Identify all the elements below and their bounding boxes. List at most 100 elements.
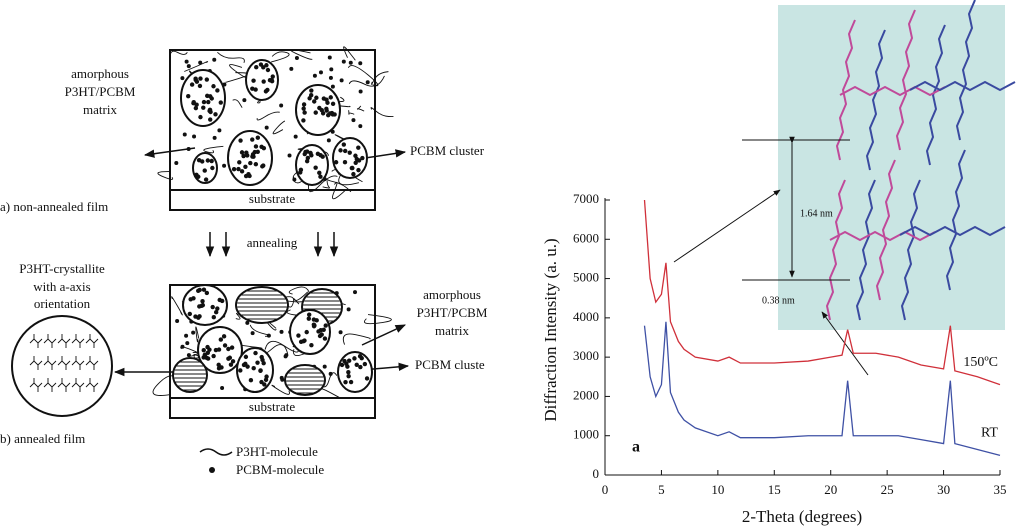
pcbm-dot <box>248 160 253 166</box>
pcbm-dot <box>293 134 298 139</box>
pcbm-dot <box>213 347 219 353</box>
pcbm-dot <box>301 338 306 344</box>
pcbm-dot <box>358 124 363 129</box>
arrow <box>364 149 407 159</box>
inset-label: 0.38 nm <box>762 295 795 306</box>
molecule <box>855 179 876 321</box>
y-tick-label: 5000 <box>573 270 599 285</box>
matrix-label: matrix <box>83 102 117 117</box>
matrix-label: amorphous <box>423 287 481 302</box>
pcbm-dot <box>251 78 256 83</box>
polymer-chain <box>322 180 330 189</box>
pcbm-dot <box>213 309 219 315</box>
crystallite-zoom <box>11 315 113 417</box>
pcbm-dot <box>292 177 297 182</box>
pcbm-dot <box>217 128 222 133</box>
legend-dot <box>209 467 215 473</box>
pcbm-dot <box>238 138 243 143</box>
pcbm-dot <box>318 174 323 179</box>
matrix-label: amorphous <box>71 66 129 81</box>
pcbm-dot <box>332 112 337 117</box>
pcbm-dot <box>208 117 213 122</box>
pcbm-dot <box>231 167 237 172</box>
pcbm-dot <box>356 145 361 150</box>
pcbm-dot <box>311 324 317 329</box>
pcbm-dot <box>343 148 348 154</box>
pcbm-dot <box>263 89 269 94</box>
pcbm-dot <box>174 160 179 165</box>
pcbm-dot <box>294 56 299 61</box>
series-label: 150ºC <box>963 355 998 370</box>
y-tick-label: 3000 <box>573 348 599 363</box>
crystal-chain <box>57 334 71 348</box>
polymer-chain <box>203 145 224 154</box>
pcbm-dot <box>203 177 209 182</box>
chart: 1.64 nm 0.38 nm Diffraction Intensity (a… <box>541 0 1016 526</box>
pcbm-dot <box>358 89 363 94</box>
pcbm-dot <box>193 76 198 81</box>
molecule <box>955 0 976 141</box>
pcbm-dot <box>338 330 343 335</box>
y-tick-label: 4000 <box>573 309 599 324</box>
pcbm-dot <box>354 362 359 367</box>
pcbm-dot <box>284 353 289 358</box>
pcbm-cluster <box>227 130 273 186</box>
pcbm-dot <box>218 100 223 105</box>
pcbm-dot <box>264 374 269 379</box>
pcbm-dot <box>306 316 312 321</box>
crystal-chain <box>71 334 85 348</box>
pcbm-dot <box>241 153 246 159</box>
pcbm-dot <box>253 350 258 356</box>
pcbm-dot <box>318 152 323 158</box>
pcbm-dot <box>213 112 218 117</box>
diagram: substrate amorphous P3HT/PCBM matrix PCB… <box>0 46 488 477</box>
pcbm-dot <box>196 174 201 179</box>
pcbm-dot <box>319 332 324 337</box>
pcbm-dot <box>186 353 191 358</box>
pcbm-dot <box>324 108 329 113</box>
molecules <box>825 0 1016 321</box>
arrow <box>361 324 406 346</box>
pcbm-dot <box>242 98 247 103</box>
distance-markers <box>742 136 850 281</box>
pcbm-dot <box>269 77 274 83</box>
pcbm-dot <box>204 290 210 296</box>
pcbm-dot <box>246 171 251 177</box>
x-axis-title: 2-Theta (degrees) <box>742 507 862 526</box>
polymer-chain <box>256 111 280 121</box>
pcbm-dot <box>342 160 348 165</box>
pcbm-dot <box>191 99 196 105</box>
pcbm-dot <box>212 135 217 140</box>
pcbm-dot <box>205 356 211 361</box>
pcbm-dot <box>347 150 352 155</box>
molecule <box>825 179 846 321</box>
crystallite <box>235 286 289 324</box>
pcbm-dot <box>198 60 203 65</box>
pcbm-dot <box>201 348 206 353</box>
pcbm-dot <box>194 102 199 107</box>
pcbm-dot <box>248 377 254 383</box>
polymer-chain <box>370 107 394 118</box>
pcbm-dot <box>180 76 185 81</box>
pcbm-dot <box>253 162 259 167</box>
pcbm-dot <box>304 329 309 335</box>
pcbm-dot <box>255 135 261 140</box>
pcbm-dot <box>228 362 234 367</box>
pcbm-dot <box>339 78 344 83</box>
pcbm-dot <box>197 287 202 293</box>
pcbm-dot <box>186 147 191 152</box>
pcbm-dot <box>205 350 211 355</box>
pcbm-dot <box>209 158 214 164</box>
pcbm-dot <box>250 137 255 142</box>
series-line <box>643 199 1001 386</box>
pcbm-dot <box>279 375 284 380</box>
pcbm-dot <box>185 341 190 346</box>
pcbm-dot <box>364 376 370 381</box>
polymer-chain <box>348 75 385 87</box>
molecule <box>945 149 966 291</box>
ring-row <box>839 85 946 97</box>
x-tick-label: 5 <box>658 482 665 497</box>
pcbm-dot <box>287 153 292 158</box>
molecule <box>895 9 916 151</box>
